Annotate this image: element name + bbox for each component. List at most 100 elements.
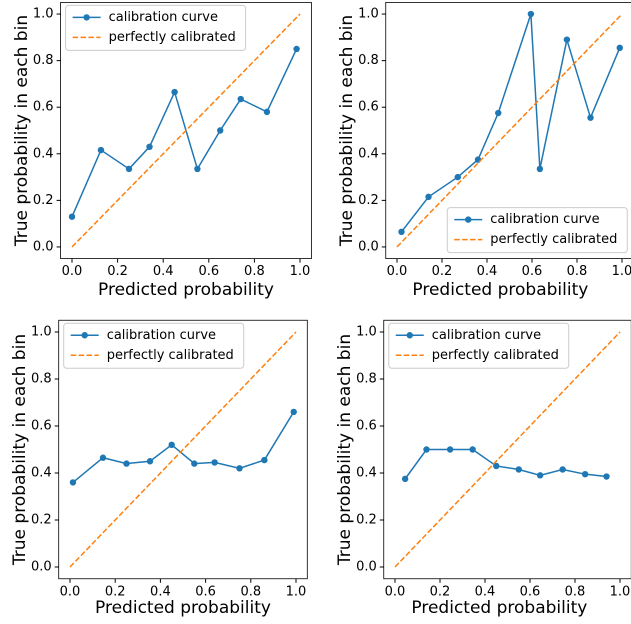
x-tick-label: 0.6	[198, 264, 219, 279]
point	[425, 193, 432, 201]
y-tick-label: 0.4	[31, 466, 52, 481]
x-axis-label: Predicted probability	[411, 598, 587, 618]
point	[217, 127, 224, 134]
series-line	[404, 448, 607, 480]
point	[563, 36, 571, 43]
legend-box	[446, 207, 628, 254]
x-tick-label: 1.0	[612, 264, 631, 279]
point	[454, 173, 461, 181]
x-tick-label: 0.6	[520, 584, 541, 599]
point	[493, 462, 500, 470]
series-line	[71, 13, 301, 248]
series-line	[394, 331, 621, 568]
x-tick-label: 0.4	[150, 584, 171, 599]
y-tick-label: 0.6	[356, 419, 377, 434]
legend: calibration curve perfectly calibrated	[63, 322, 245, 369]
x-tick-label: 0.4	[153, 264, 174, 279]
x-tick-label: 0.6	[522, 264, 543, 279]
point	[191, 460, 198, 467]
x-axis-label: Predicted probability	[412, 280, 588, 300]
x-axis-label: Predicted probability	[98, 280, 274, 300]
axes-frame	[60, 2, 312, 260]
x-tick-label: 0.4	[475, 584, 496, 599]
y-tick-label: 0.0	[358, 239, 379, 254]
subplot: 0.0 0.2 0.4 0.6 0.8 1.0 0.0 0.2 0.4 0.6 0.8 1.0 Pred…	[10, 319, 308, 618]
y-tick-label: 0.2	[33, 193, 54, 208]
x-tick-label: 0.2	[105, 584, 126, 599]
x-tick-label: 0.8	[244, 264, 265, 279]
y-tick-label: 1.0	[358, 7, 379, 22]
point	[559, 466, 566, 473]
x-tick-label: 0.2	[432, 264, 453, 279]
legend-marker	[81, 332, 88, 339]
legend-label: calibration curve	[107, 328, 216, 343]
point	[194, 165, 201, 173]
x-tick-label: 1.0	[286, 584, 307, 599]
x-tick-label: 0.0	[60, 584, 81, 599]
subplot: 0.0 0.2 0.4 0.6 0.8 1.0 0.0 0.2 0.4 0.6 0.8 1.0 Pred…	[335, 319, 631, 618]
x-tick-label: 0.8	[565, 584, 586, 599]
point	[290, 408, 297, 416]
x-tick-label: 0.0	[387, 264, 408, 279]
legend-label: perfectly calibrated	[432, 348, 559, 363]
y-tick-label: 0.8	[358, 53, 379, 68]
point	[171, 88, 178, 96]
point	[293, 45, 300, 53]
y-tick-label: 0.2	[356, 513, 377, 528]
y-tick-label: 0.6	[358, 100, 379, 115]
x-tick-label: 1.0	[290, 264, 311, 279]
point	[527, 10, 535, 18]
x-tick-label: 1.0	[610, 584, 631, 599]
y-tick-label: 0.8	[356, 372, 377, 387]
legend-label: calibration curve	[432, 328, 541, 343]
legend-marker	[83, 14, 90, 21]
point	[398, 228, 405, 236]
y-tick-label: 0.0	[31, 560, 52, 575]
x-tick-label: 0.4	[477, 264, 498, 279]
y-tick-label: 0.6	[31, 419, 52, 434]
point	[423, 446, 430, 453]
point	[123, 460, 130, 467]
series-line	[72, 411, 295, 483]
x-axis-label: Predicted probability	[95, 598, 271, 618]
legend-label: perfectly calibrated	[107, 348, 234, 363]
x-tick-label: 0.6	[195, 584, 216, 599]
point	[168, 441, 175, 448]
point	[515, 466, 522, 473]
y-axis-label: True probability in each bin	[10, 334, 30, 566]
point	[146, 143, 153, 151]
y-tick-label: 0.0	[356, 560, 377, 575]
x-tick-label: 0.8	[240, 584, 261, 599]
point	[99, 454, 107, 461]
series-line	[69, 331, 297, 568]
y-tick-label: 1.0	[33, 7, 54, 22]
y-axis-label: True probability in each bin	[12, 15, 32, 247]
axes-frame	[383, 319, 631, 580]
point	[237, 95, 244, 103]
point	[211, 459, 218, 466]
point	[536, 472, 544, 479]
point	[401, 475, 409, 483]
x-tick-label: 0.0	[385, 584, 406, 599]
legend-label: perfectly calibrated	[490, 232, 617, 247]
point	[581, 470, 589, 478]
axes-frame	[58, 319, 308, 580]
point	[68, 213, 76, 220]
y-tick-label: 0.0	[33, 239, 54, 254]
legend-box	[388, 322, 570, 369]
y-tick-label: 0.2	[31, 513, 52, 528]
subplot: 0.0 0.2 0.4 0.6 0.8 1.0 0.0 0.2 0.4 0.6 0.8 1.0 Pred…	[12, 2, 312, 300]
y-tick-label: 0.4	[33, 146, 54, 161]
axes-frame	[385, 2, 631, 260]
point	[236, 465, 243, 472]
series-line	[396, 13, 623, 248]
legend-label: calibration curve	[490, 212, 599, 227]
legend-marker	[406, 332, 413, 339]
y-axis-label: True probability in each bin	[335, 334, 355, 566]
x-tick-label: 0.0	[62, 264, 83, 279]
y-tick-label: 0.6	[33, 100, 54, 115]
point	[69, 479, 77, 486]
point	[263, 108, 271, 116]
y-tick-label: 1.0	[356, 325, 377, 340]
